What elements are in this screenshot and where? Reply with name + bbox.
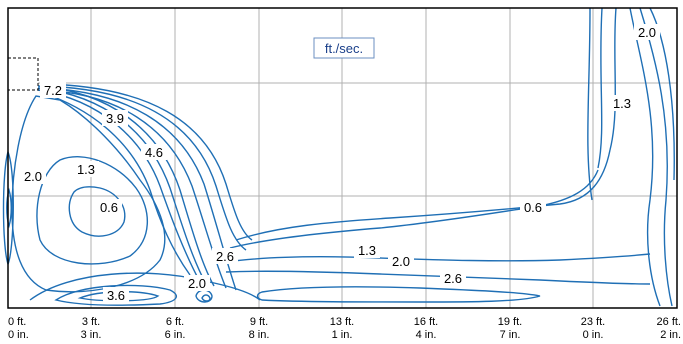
x-tick-4-ft: 13 ft. — [330, 316, 354, 328]
contour-right-0-6 — [597, 7, 603, 169]
x-tick-4-in: 1 in. — [332, 329, 353, 341]
contour-label-1-3-left-text: 1.3 — [77, 162, 95, 177]
contour-label-4-6: 4.6 — [141, 144, 167, 160]
unit-label-group: ft./sec. — [313, 37, 375, 59]
x-tick-6-in: 7 in. — [500, 329, 521, 341]
contour-bottom-small-2 — [201, 294, 211, 302]
contour-bottom-ellipse — [256, 286, 541, 303]
contour-label-3-9: 3.9 — [102, 110, 128, 126]
contour-bottom-small-1 — [195, 289, 213, 303]
x-tick-2-ft: 6 ft. — [166, 316, 184, 328]
contour-jet-7 — [41, 83, 253, 241]
contour-label-3-6-text: 3.6 — [107, 288, 125, 303]
x-tick-8-in: 2 in. — [660, 329, 681, 341]
contour-label-2-6-mid: 2.6 — [212, 248, 238, 264]
contour-right-1-3 — [609, 7, 617, 151]
x-tick-0-in: 0 in. — [8, 329, 29, 341]
contour-label-7-2: 7.2 — [40, 82, 66, 98]
contour-label-1-3-mid: 1.3 — [354, 242, 380, 258]
contour-right-outer — [587, 7, 593, 201]
inlet-box — [7, 57, 39, 91]
contour-band-2-0 — [225, 253, 651, 263]
contour-right-2-0-a — [629, 7, 661, 307]
contour-label-0-6-right-text: 0.6 — [524, 200, 542, 215]
contour-label-2-6-mid-text: 2.6 — [216, 249, 234, 264]
x-tick-7-in: 0 in. — [583, 329, 604, 341]
contour-label-4-6-text: 4.6 — [145, 145, 163, 160]
x-tick-6-ft: 19 ft. — [498, 316, 522, 328]
contour-label-2-0-left: 2.0 — [20, 168, 46, 184]
contour-label-0-6-left-text: 0.6 — [100, 200, 118, 215]
contour-label-7-2-text: 7.2 — [44, 83, 62, 98]
contour-jet-6 — [39, 85, 247, 251]
contour-label-2-0-bottom: 2.0 — [184, 275, 210, 291]
x-tick-0-ft: 0 ft. — [8, 316, 26, 328]
contour-jet-8 — [39, 91, 191, 276]
contour-label-2-0-mid: 2.0 — [388, 253, 414, 269]
contour-labels: 7.2 3.9 4.6 2.0 1.3 0.6 2.6 2.0 3.6 1.3 … — [20, 24, 660, 303]
contour-label-3-9-text: 3.9 — [106, 111, 124, 126]
x-tick-5-ft: 16 ft. — [414, 316, 438, 328]
contour-left-edge-inner — [6, 187, 12, 229]
contour-label-2-6-right-text: 2.6 — [444, 271, 462, 286]
x-tick-7-ft: 23 ft. — [581, 316, 605, 328]
x-tick-3-ft: 9 ft. — [250, 316, 268, 328]
contour-band-1-3 — [229, 169, 599, 249]
contour-label-3-6: 3.6 — [103, 287, 129, 303]
x-tick-3-in: 8 in. — [249, 329, 270, 341]
contour-label-1-3-mid-text: 1.3 — [358, 243, 376, 258]
contour-right-2-0-b — [639, 7, 673, 307]
plot-frame — [7, 7, 678, 309]
x-axis-ticks: 0 ft. 0 in. 3 ft. 3 in. 6 ft. 6 in. 9 ft… — [8, 316, 681, 341]
contour-vortex-outer — [11, 95, 166, 293]
contour-label-2-6-right: 2.6 — [440, 270, 466, 286]
contour-label-1-3-right-text: 1.3 — [613, 96, 631, 111]
contour-label-0-6-left: 0.6 — [96, 199, 122, 215]
contour-bottom-left-outer — [29, 272, 261, 301]
x-tick-5-in: 4 in. — [416, 329, 437, 341]
contour-vortex-0-6 — [68, 186, 126, 237]
contour-label-2-0-top-right: 2.0 — [634, 24, 660, 40]
contour-label-0-6-right: 0.6 — [520, 199, 546, 215]
contour-bottom-left-3-6 — [54, 284, 178, 306]
contour-band-2-6 — [225, 270, 651, 285]
contour-label-2-0-left-text: 2.0 — [24, 169, 42, 184]
x-tick-1-in: 3 in. — [81, 329, 102, 341]
contour-label-1-3-left: 1.3 — [73, 161, 99, 177]
contour-jet-3 — [37, 89, 201, 283]
unit-label-box — [313, 37, 375, 59]
x-tick-8-ft: 26 ft. — [657, 316, 681, 328]
contour-right-2-6 — [649, 7, 675, 181]
unit-label: ft./sec. — [325, 41, 363, 56]
contour-band-0-6 — [235, 149, 611, 241]
contour-jet-2 — [37, 87, 207, 285]
contour-label-1-3-right: 1.3 — [609, 95, 635, 111]
contour-label-2-0-mid-text: 2.0 — [392, 254, 410, 269]
contour-vortex-1-3 — [36, 156, 148, 265]
contour-label-2-0-bottom-text: 2.0 — [188, 276, 206, 291]
x-tick-2-in: 6 in. — [165, 329, 186, 341]
contour-label-2-0-top-right-text: 2.0 — [638, 25, 656, 40]
x-tick-1-ft: 3 ft. — [82, 316, 100, 328]
